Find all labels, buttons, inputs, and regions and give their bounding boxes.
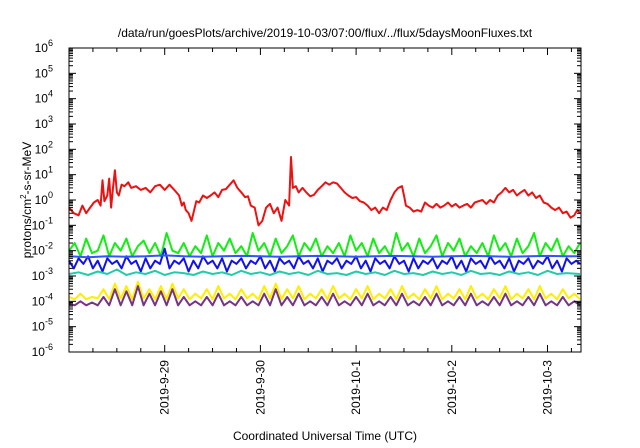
- y-tick-label-exponent: -4: [45, 291, 53, 301]
- chart-title: /data/run/goesPlots/archive/2019-10-03/0…: [118, 26, 533, 40]
- x-tick-label: 2019-9-30: [253, 360, 267, 415]
- y-tick-label: 100: [35, 190, 53, 207]
- y-tick-label-base: 10: [35, 41, 49, 55]
- series-line-6: [68, 280, 581, 301]
- series-line-1: [68, 156, 581, 227]
- y-tick-label-exponent: -6: [45, 342, 53, 352]
- y-tick-label: 10-1: [32, 215, 53, 232]
- y-tick-label-base: 10: [35, 193, 49, 207]
- series-line-3: [68, 247, 581, 273]
- x-axis: 2019-9-29 2019-9-30 2019-10-1 2019-10-2 2019…: [68, 48, 572, 415]
- y-tick-label-base: 10: [32, 218, 46, 232]
- y-tick-label-base: 10: [35, 168, 49, 182]
- y-axis-label-pre: protons/cm: [20, 199, 34, 258]
- y-tick-label-base: 10: [35, 66, 49, 80]
- y-tick-label: 10-4: [32, 291, 53, 308]
- y-axis-label-post: -s-sr-MeV: [20, 142, 34, 195]
- series-line-4: [68, 254, 580, 259]
- plot-frame: [68, 47, 582, 353]
- y-tick-label: 105: [35, 63, 53, 80]
- y-tick-label-base: 10: [35, 117, 49, 131]
- y-tick-label-exponent: -5: [45, 317, 53, 327]
- y-tick-label-base: 10: [35, 92, 49, 106]
- series-line-2: [68, 232, 581, 258]
- y-tick-label: 10-5: [32, 317, 53, 334]
- x-tick-label: 2019-10-3: [541, 360, 555, 415]
- y-tick-label-exponent: 0: [48, 190, 53, 200]
- y-tick-label-exponent: 2: [48, 139, 53, 149]
- y-tick-label-exponent: 6: [48, 38, 53, 48]
- y-tick-label: 10-2: [32, 241, 53, 258]
- y-axis-label: protons/cm2-s-sr-MeV: [19, 142, 34, 258]
- y-tick-label: 106: [35, 38, 53, 55]
- series-line-5: [68, 268, 581, 276]
- series-layer: [68, 156, 581, 307]
- y-tick-label-base: 10: [32, 345, 46, 359]
- y-tick-label-exponent: 4: [48, 89, 53, 99]
- y-tick-label-exponent: 5: [48, 63, 53, 73]
- y-tick-label-exponent: -1: [45, 215, 53, 225]
- y-axis-label-sup: 2: [19, 194, 28, 199]
- y-tick-label: 101: [35, 165, 53, 182]
- y-tick-label-exponent: 3: [48, 114, 53, 124]
- y-tick-label-base: 10: [32, 244, 46, 258]
- x-tick-label: 2019-10-2: [445, 360, 459, 415]
- x-axis-label: Coordinated Universal Time (UTC): [233, 429, 417, 443]
- y-tick-label: 104: [35, 89, 53, 106]
- x-tick-label: 2019-10-1: [349, 360, 363, 415]
- y-tick-label: 10-3: [32, 266, 53, 283]
- y-tick-label-exponent: -3: [45, 266, 53, 276]
- y-tick-label-exponent: -2: [45, 241, 53, 251]
- y-tick-label: 103: [35, 114, 53, 131]
- y-tick-label-exponent: 1: [48, 165, 53, 175]
- y-axis: 10-610-510-410-310-210-11001011021031041…: [32, 38, 581, 359]
- y-tick-label-base: 10: [32, 320, 46, 334]
- y-tick-label-base: 10: [32, 294, 46, 308]
- x-tick-label: 2019-9-29: [158, 360, 172, 415]
- series-line-7: [68, 285, 581, 307]
- y-tick-label-base: 10: [35, 142, 49, 156]
- y-tick-label: 102: [35, 139, 53, 156]
- y-tick-label-base: 10: [32, 269, 46, 283]
- y-tick-label: 10-6: [32, 342, 53, 359]
